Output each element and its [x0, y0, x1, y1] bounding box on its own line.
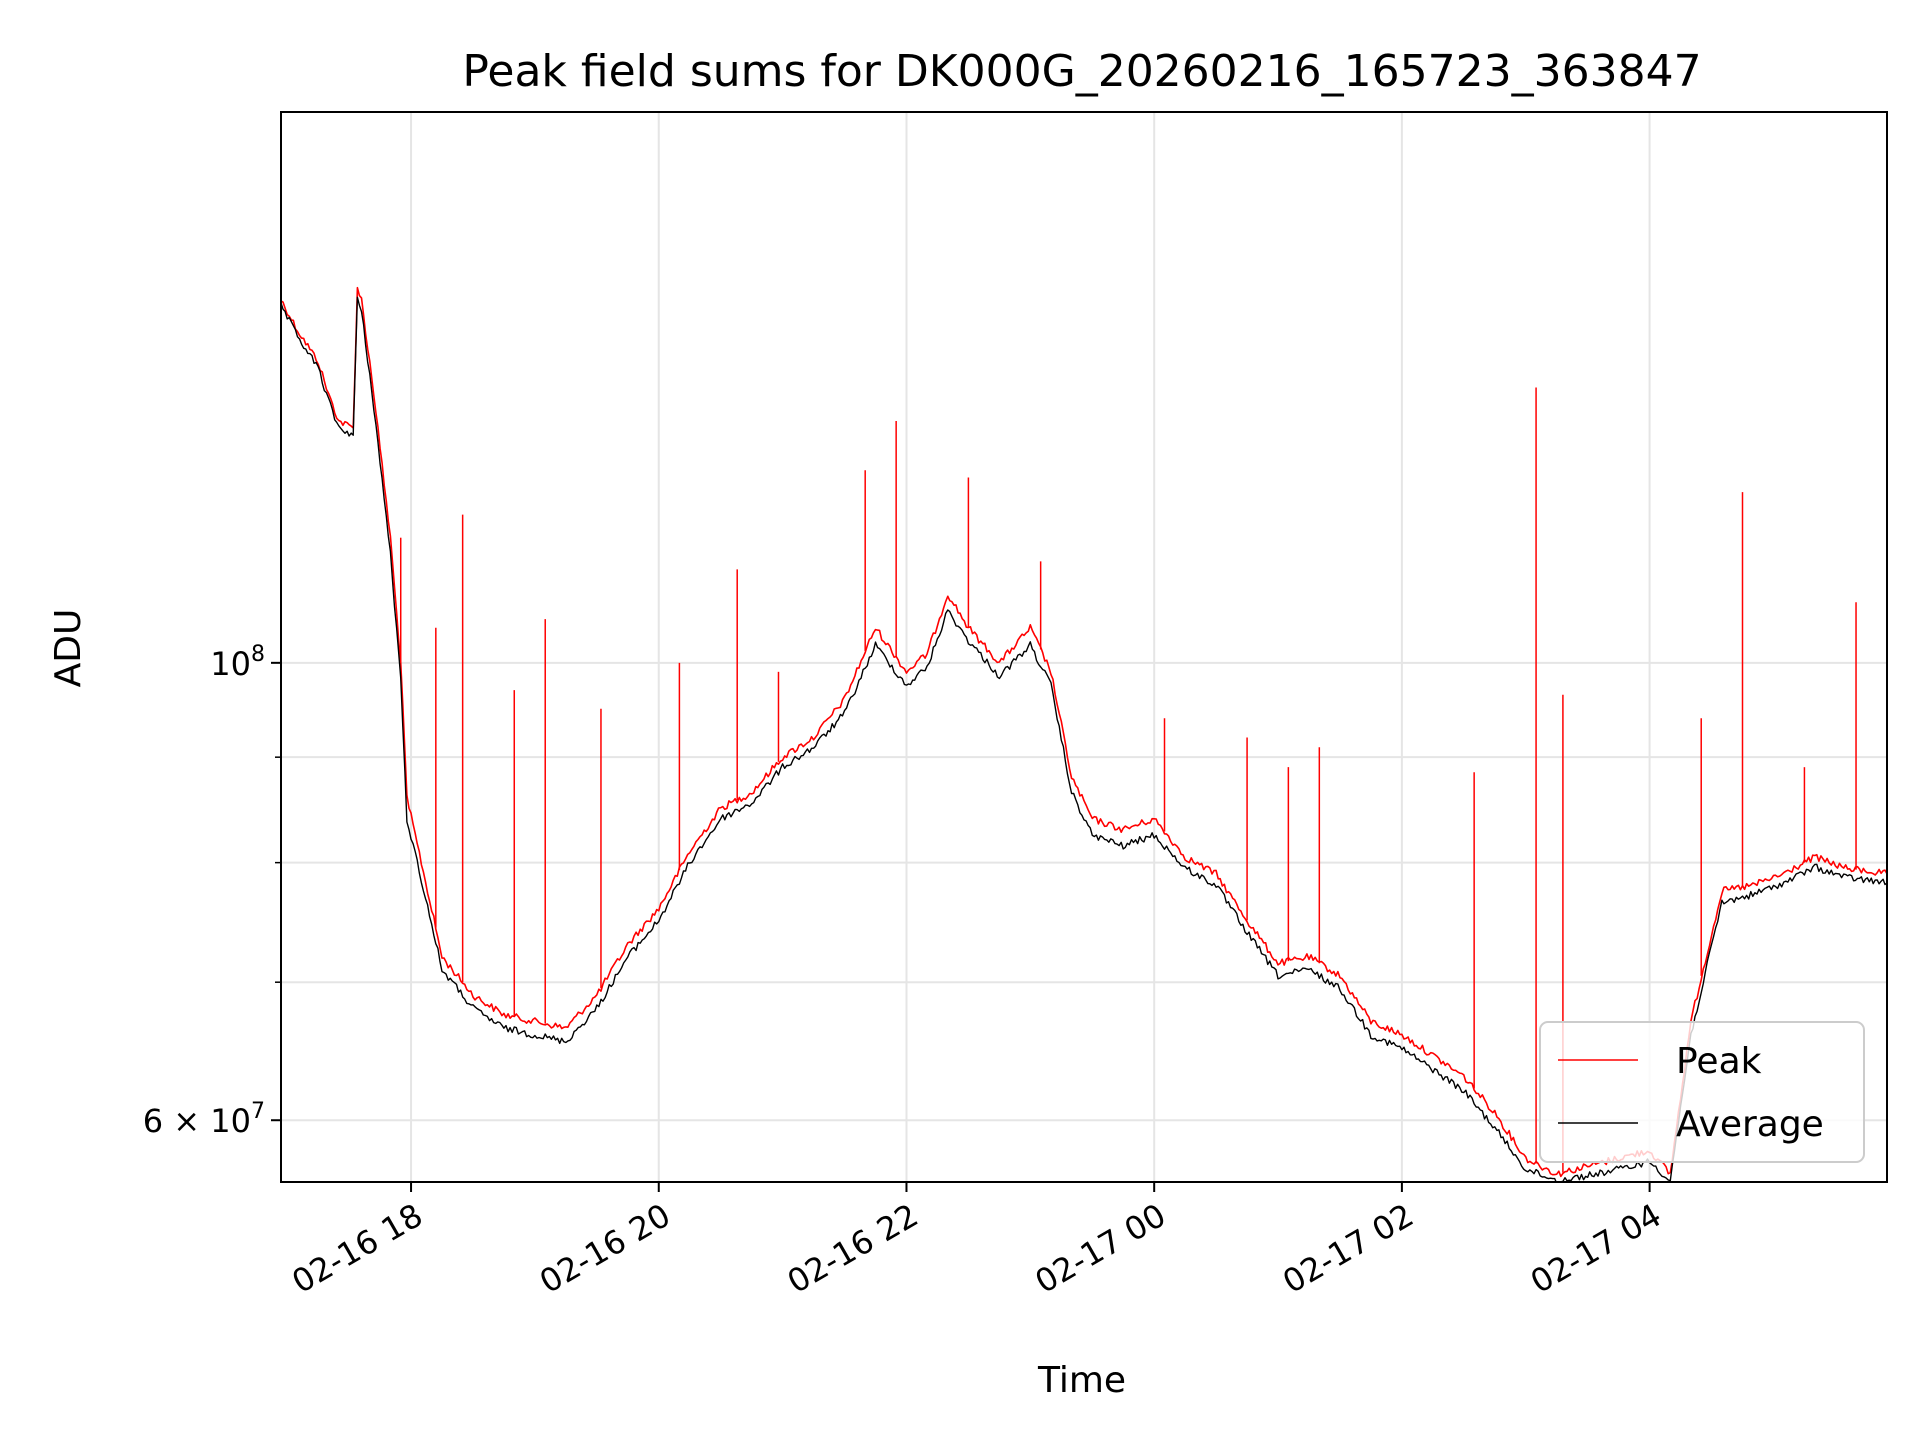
plot-frame [280, 111, 1888, 1183]
chart-title: Peak field sums for DK000G_20260216_1657… [462, 46, 1701, 97]
y-axis-label: ADU [48, 609, 89, 688]
y-tick-label: 108 [210, 642, 265, 683]
legend-box [1539, 1021, 1865, 1163]
series-line-average [281, 296, 1887, 1182]
y-axis: 6 × 107 108 [143, 642, 281, 1140]
y-tick-label: 6 × 107 [143, 1099, 265, 1140]
legend-label-peak: Peak [1676, 1041, 1762, 1082]
legend: Peak Average [1539, 1021, 1865, 1163]
legend-label-average: Average [1676, 1104, 1824, 1145]
x-axis-label: Time [1037, 1360, 1126, 1401]
